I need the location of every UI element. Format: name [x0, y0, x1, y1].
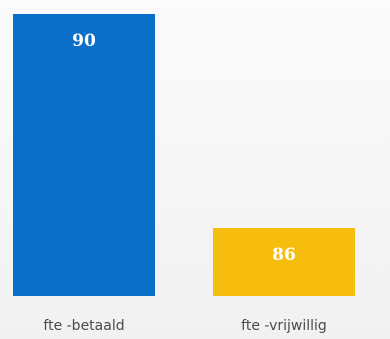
bars-layer: 90 86	[13, 14, 355, 296]
category-label-1: fte -betaald	[43, 318, 124, 334]
bar-2	[213, 228, 355, 296]
category-labels-layer: fte -betaald fte -vrijwillig	[43, 318, 326, 334]
data-label-1: 90	[72, 31, 96, 51]
data-label-2: 86	[272, 245, 296, 265]
bar-1	[13, 14, 155, 296]
category-label-2: fte -vrijwillig	[241, 318, 327, 334]
